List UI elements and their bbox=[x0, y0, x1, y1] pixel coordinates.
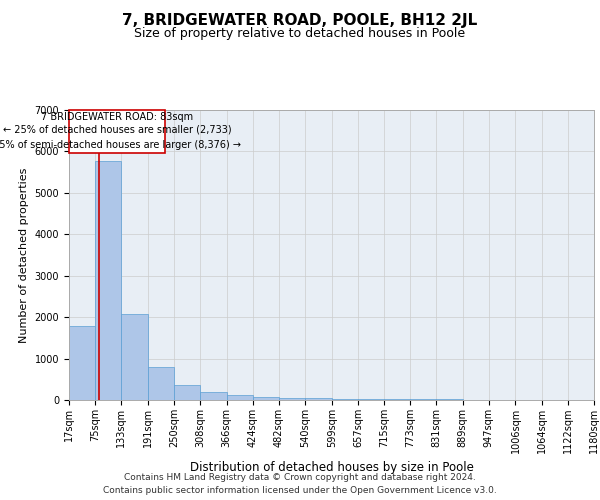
Bar bbox=[358, 399, 384, 400]
Bar bbox=[174, 384, 200, 400]
Text: Size of property relative to detached houses in Poole: Size of property relative to detached ho… bbox=[134, 28, 466, 40]
Bar bbox=[279, 398, 305, 400]
Bar bbox=[384, 399, 410, 400]
Text: Contains HM Land Registry data © Crown copyright and database right 2024.
Contai: Contains HM Land Registry data © Crown c… bbox=[103, 474, 497, 495]
Text: 75% of semi-detached houses are larger (8,376) →: 75% of semi-detached houses are larger (… bbox=[0, 140, 241, 150]
Bar bbox=[95, 160, 121, 400]
Bar bbox=[121, 314, 148, 400]
Text: 7, BRIDGEWATER ROAD, POOLE, BH12 2JL: 7, BRIDGEWATER ROAD, POOLE, BH12 2JL bbox=[122, 12, 478, 28]
X-axis label: Distribution of detached houses by size in Poole: Distribution of detached houses by size … bbox=[190, 462, 473, 474]
Bar bbox=[200, 392, 227, 400]
Bar bbox=[148, 367, 174, 400]
Bar bbox=[69, 326, 95, 400]
Bar bbox=[227, 396, 253, 400]
FancyBboxPatch shape bbox=[69, 110, 165, 154]
Text: 7 BRIDGEWATER ROAD: 83sqm: 7 BRIDGEWATER ROAD: 83sqm bbox=[41, 112, 193, 122]
Bar bbox=[305, 398, 332, 400]
Bar bbox=[332, 398, 358, 400]
Text: ← 25% of detached houses are smaller (2,733): ← 25% of detached houses are smaller (2,… bbox=[3, 125, 232, 135]
Y-axis label: Number of detached properties: Number of detached properties bbox=[19, 168, 29, 342]
Bar bbox=[253, 397, 279, 400]
